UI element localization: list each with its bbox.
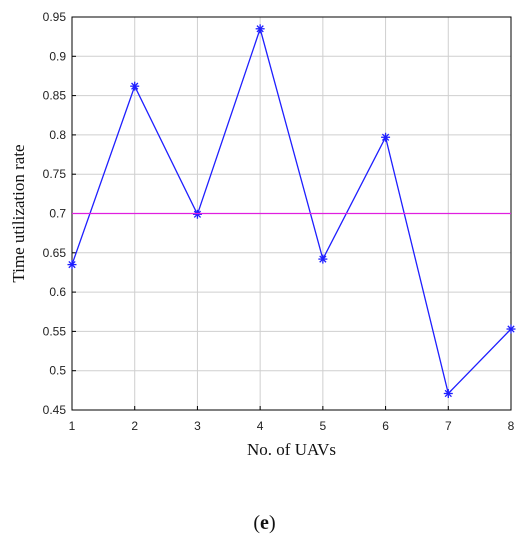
x-tick-label: 6: [382, 419, 389, 433]
y-tick-label: 0.55: [43, 324, 67, 338]
series-layer: [67, 24, 516, 398]
x-tick-label: 3: [194, 419, 201, 433]
y-tick-label: 0.8: [49, 128, 66, 142]
series-0-point: [255, 24, 265, 34]
y-tick-label: 0.95: [43, 10, 67, 24]
series-0-point: [192, 209, 202, 219]
x-tick-label: 7: [445, 419, 452, 433]
y-tick-label: 0.9: [49, 49, 66, 63]
caption-letter: e: [260, 512, 269, 534]
series-0-point: [130, 81, 140, 91]
series-0-point: [506, 324, 516, 334]
y-tick-label: 0.6: [49, 285, 66, 299]
series-0-point: [318, 254, 328, 264]
y-axis-label: Time utilization rate: [9, 144, 28, 282]
axis-ticks: 1 2 3 4 5 6 7 8 0.45 0.5 0.55 0.6 0.65 0.7 0.75 0.8 0.85…: [43, 10, 515, 433]
series-0-point: [381, 132, 391, 142]
y-tick-label: 0.65: [43, 246, 67, 260]
y-tick-label: 0.5: [49, 364, 66, 378]
x-tick-label: 4: [257, 419, 264, 433]
caption-close: ): [268, 512, 276, 534]
y-tick-label: 0.45: [43, 403, 67, 417]
x-axis-label: No. of UAVs: [247, 440, 336, 459]
x-tick-label: 5: [320, 419, 327, 433]
series-0-point: [67, 260, 77, 270]
x-tick-label: 2: [131, 419, 138, 433]
y-tick-label: 0.85: [43, 89, 67, 103]
panel-caption: (e): [0, 512, 529, 535]
y-tick-label: 0.75: [43, 167, 67, 181]
x-tick-label: 8: [508, 419, 515, 433]
line-chart: 1 2 3 4 5 6 7 8 0.45 0.5 0.55 0.6 0.65 0.7 0.75 0.8 0.85…: [9, 10, 516, 459]
y-tick-label: 0.7: [49, 207, 66, 221]
x-tick-label: 1: [69, 419, 76, 433]
series-0-point: [443, 388, 453, 398]
series-0-line: [71, 26, 512, 395]
caption-open: (: [253, 512, 261, 534]
